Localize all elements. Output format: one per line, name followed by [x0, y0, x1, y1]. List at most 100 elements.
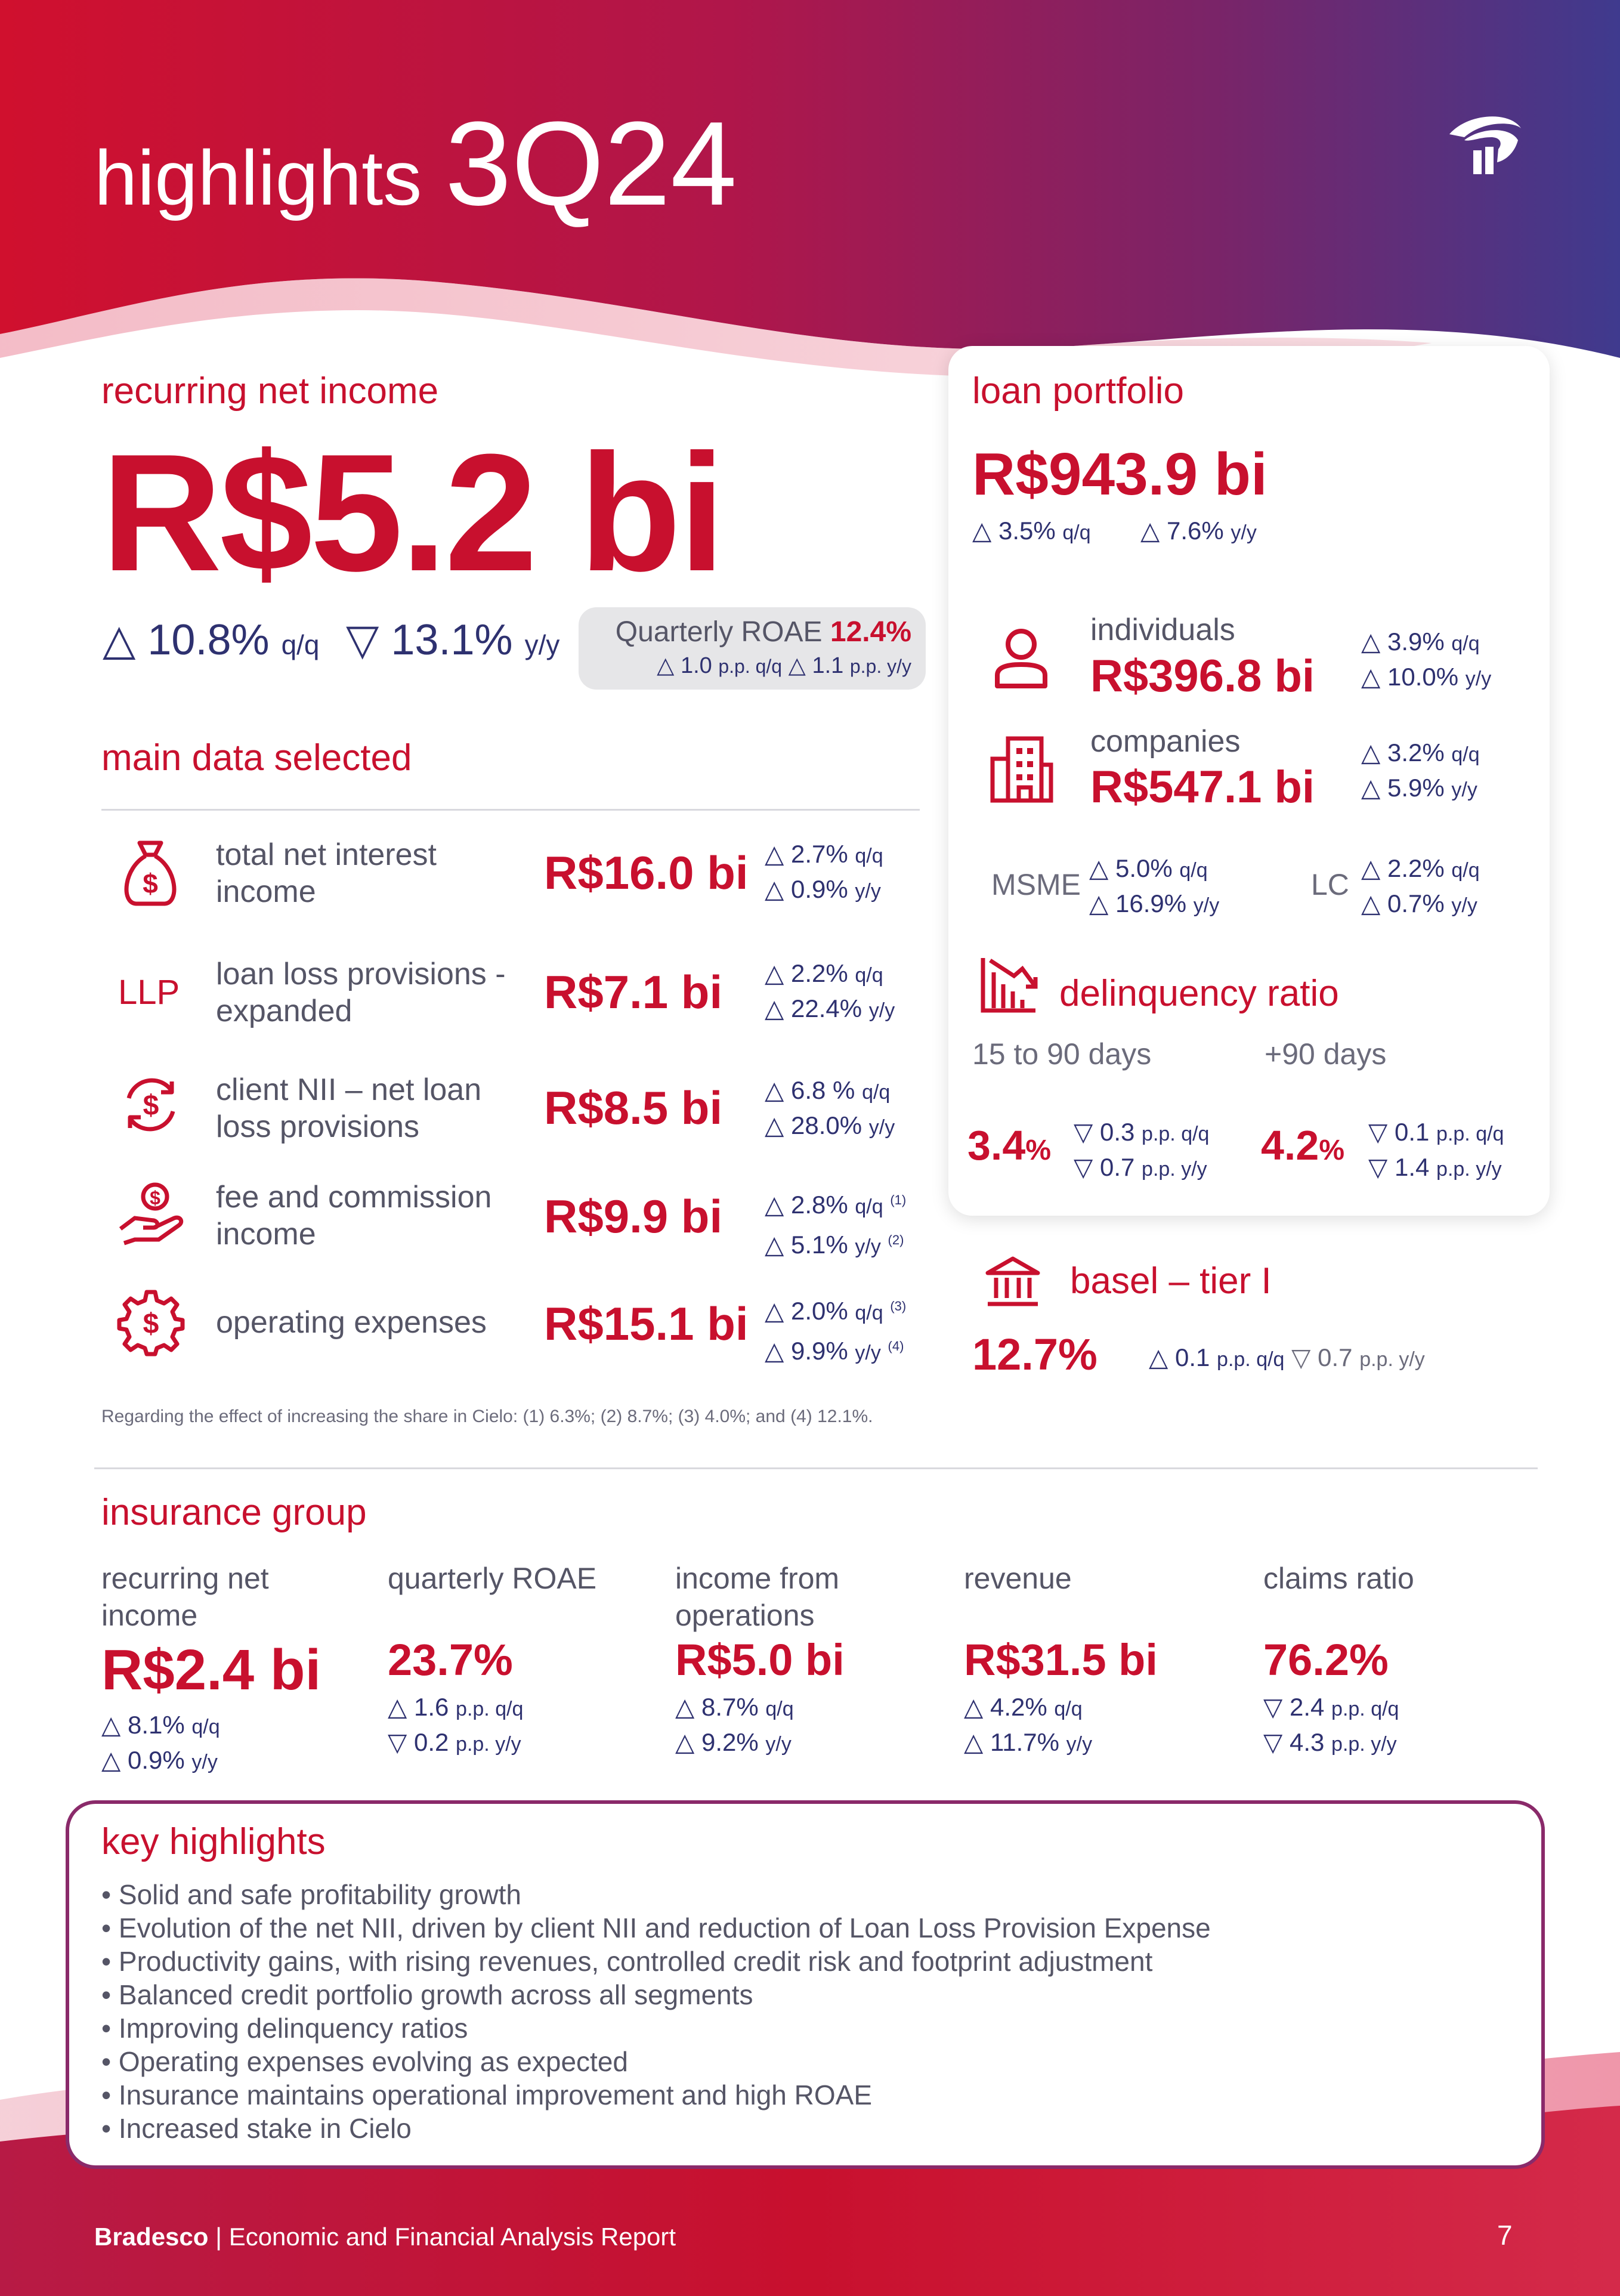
ins-income-yy-unit: y/y	[765, 1733, 792, 1756]
up-triangle-icon: △	[388, 1693, 407, 1721]
ins-income-label: income from operations	[675, 1562, 840, 1632]
roae-yy-unit: p.p. y/y	[849, 656, 911, 677]
lc-label: LC	[1311, 868, 1349, 901]
up-triangle-icon: △	[1361, 854, 1381, 882]
msme-yy: 16.9%	[1115, 889, 1187, 917]
lp-qq-unit: q/q	[1062, 521, 1091, 544]
lc-qq: 2.2%	[1387, 854, 1445, 882]
highlight-text: Improving delinquency ratios	[118, 2013, 468, 2044]
fee-qq-unit: q/q	[855, 1195, 883, 1218]
ind-yy: 10.0%	[1387, 663, 1459, 691]
client-nii-yy: 28.0%	[790, 1111, 862, 1139]
lp-qq: 3.5%	[998, 517, 1056, 545]
ins-roae-qq: 1.6	[413, 1693, 449, 1721]
footer-separator: |	[215, 2223, 222, 2251]
highlight-text: Operating expenses evolving as expected	[118, 2046, 628, 2077]
msme-qq: 5.0%	[1115, 854, 1173, 882]
llp-yy: 22.4%	[790, 994, 862, 1022]
up-triangle-icon: △	[765, 1111, 784, 1139]
lc-qq-unit: q/q	[1451, 859, 1480, 882]
down-triangle-icon: ▽	[1263, 1728, 1283, 1756]
bradesco-logo-icon	[1443, 107, 1527, 179]
nii-yy-unit: y/y	[855, 880, 881, 903]
ins-claims-yy: 4.3	[1289, 1728, 1325, 1756]
companies-deltas: △ 3.2% q/q △ 5.9% y/y	[1361, 736, 1480, 806]
fee-yy-unit: y/y	[855, 1235, 881, 1258]
up-triangle-icon: △	[103, 616, 136, 664]
key-highlights-box	[66, 1800, 1545, 2169]
recurring-net-income-title: recurring net income	[101, 370, 439, 412]
loan-portfolio-value: R$943.9 bi	[972, 441, 1267, 508]
highlight-text: Productivity gains, with rising revenues…	[118, 1946, 1153, 1977]
highlight-text: Balanced credit portfolio growth across …	[118, 1979, 753, 2010]
roae-value: 12.4%	[830, 616, 911, 648]
up-triangle-icon: △	[675, 1693, 695, 1721]
list-item: • Insurance maintains operational improv…	[101, 2079, 873, 2110]
short-unit: %	[1025, 1135, 1051, 1166]
ins-revenue-qq: 4.2%	[990, 1693, 1047, 1721]
highlight-text: Increased stake in Cielo	[118, 2113, 412, 2144]
short-yy-unit: p.p. y/y	[1142, 1158, 1207, 1181]
ins-claims-value: 76.2%	[1263, 1635, 1389, 1685]
comp-yy: 5.9%	[1387, 774, 1445, 802]
msme-qq-unit: q/q	[1179, 859, 1208, 882]
key-highlights-list: • Solid and safe profitability growth • …	[101, 1878, 1521, 2145]
up-triangle-icon: △	[1361, 628, 1381, 656]
bar-chart-down-icon	[978, 954, 1040, 1014]
insurance-title: insurance group	[101, 1492, 367, 1533]
client-nii-qq: 6.8 %	[790, 1076, 855, 1104]
opex-yy: 9.9%	[790, 1337, 848, 1365]
svg-text:$: $	[143, 1090, 159, 1121]
rni-qq-value: 10.8%	[147, 616, 270, 664]
roae-qq-unit: p.p. q/q	[718, 656, 783, 677]
footer-brand: Bradesco	[94, 2223, 209, 2251]
ins-income-value: R$5.0 bi	[675, 1635, 845, 1685]
up-triangle-icon: △	[964, 1693, 984, 1721]
list-item: • Balanced credit portfolio growth acros…	[101, 1979, 753, 2010]
ins-rni-yy: 0.9%	[127, 1746, 185, 1774]
down-triangle-icon: ▽	[388, 1728, 407, 1756]
delinquency-title: delinquency ratio	[1059, 973, 1339, 1014]
lp-yy: 7.6%	[1166, 517, 1224, 545]
up-triangle-icon: △	[964, 1728, 984, 1756]
companies-label: companies	[1090, 724, 1241, 759]
list-item: • Solid and safe profitability growth	[101, 1879, 521, 1910]
msme-label: MSME	[991, 868, 1081, 901]
down-triangle-icon: ▽	[346, 616, 379, 664]
opex-label: operating expenses	[216, 1305, 487, 1340]
loan-portfolio-title: loan portfolio	[972, 370, 1185, 412]
short-value: 3.4	[967, 1122, 1026, 1169]
basel-yy: 0.7	[1318, 1343, 1353, 1371]
up-triangle-icon: △	[765, 959, 784, 987]
ins-rni-label: recurring net income	[101, 1562, 269, 1632]
ins-rni-qq-unit: q/q	[191, 1716, 220, 1738]
highlight-text: Insurance maintains operational improvem…	[118, 2079, 873, 2110]
up-triangle-icon: △	[1149, 1343, 1168, 1371]
llp-value: R$7.1 bi	[544, 966, 723, 1018]
long-term-label: +90 days	[1265, 1037, 1387, 1071]
highlight-text: Solid and safe profitability growth	[118, 1879, 521, 1910]
highlight-text: Evolution of the net NII, driven by clie…	[118, 1912, 1211, 1943]
ins-rni-qq: 8.1%	[127, 1711, 185, 1739]
up-triangle-icon: △	[972, 517, 992, 545]
building-icon	[988, 735, 1055, 804]
up-triangle-icon: △	[1089, 854, 1109, 882]
up-triangle-icon: △	[765, 994, 784, 1022]
up-triangle-icon: △	[1361, 889, 1381, 917]
ins-revenue-yy: 11.7%	[990, 1728, 1059, 1756]
divider	[94, 1467, 1538, 1469]
llp-qq: 2.2%	[790, 959, 848, 987]
nii-qq-unit: q/q	[855, 845, 883, 867]
page-title: highlights 3Q24	[94, 95, 737, 233]
ins-claims-deltas: ▽ 2.4 p.p. q/q ▽ 4.3 p.p. y/y	[1263, 1691, 1399, 1761]
footer-text: Bradesco | Economic and Financial Analys…	[94, 2223, 676, 2251]
key-highlights-title: key highlights	[101, 1821, 326, 1862]
fee-qq: 2.8%	[790, 1191, 848, 1219]
up-triangle-icon: △	[1089, 889, 1109, 917]
basel-value: 12.7%	[972, 1330, 1097, 1379]
fee-deltas: △ 2.8% q/q (1) △ 5.1% y/y (2)	[765, 1183, 906, 1263]
client-nii-qq-unit: q/q	[862, 1081, 891, 1104]
list-item: • Increased stake in Cielo	[101, 2113, 412, 2144]
fee-value: R$9.9 bi	[544, 1190, 723, 1243]
ins-revenue-label: revenue	[964, 1562, 1072, 1595]
